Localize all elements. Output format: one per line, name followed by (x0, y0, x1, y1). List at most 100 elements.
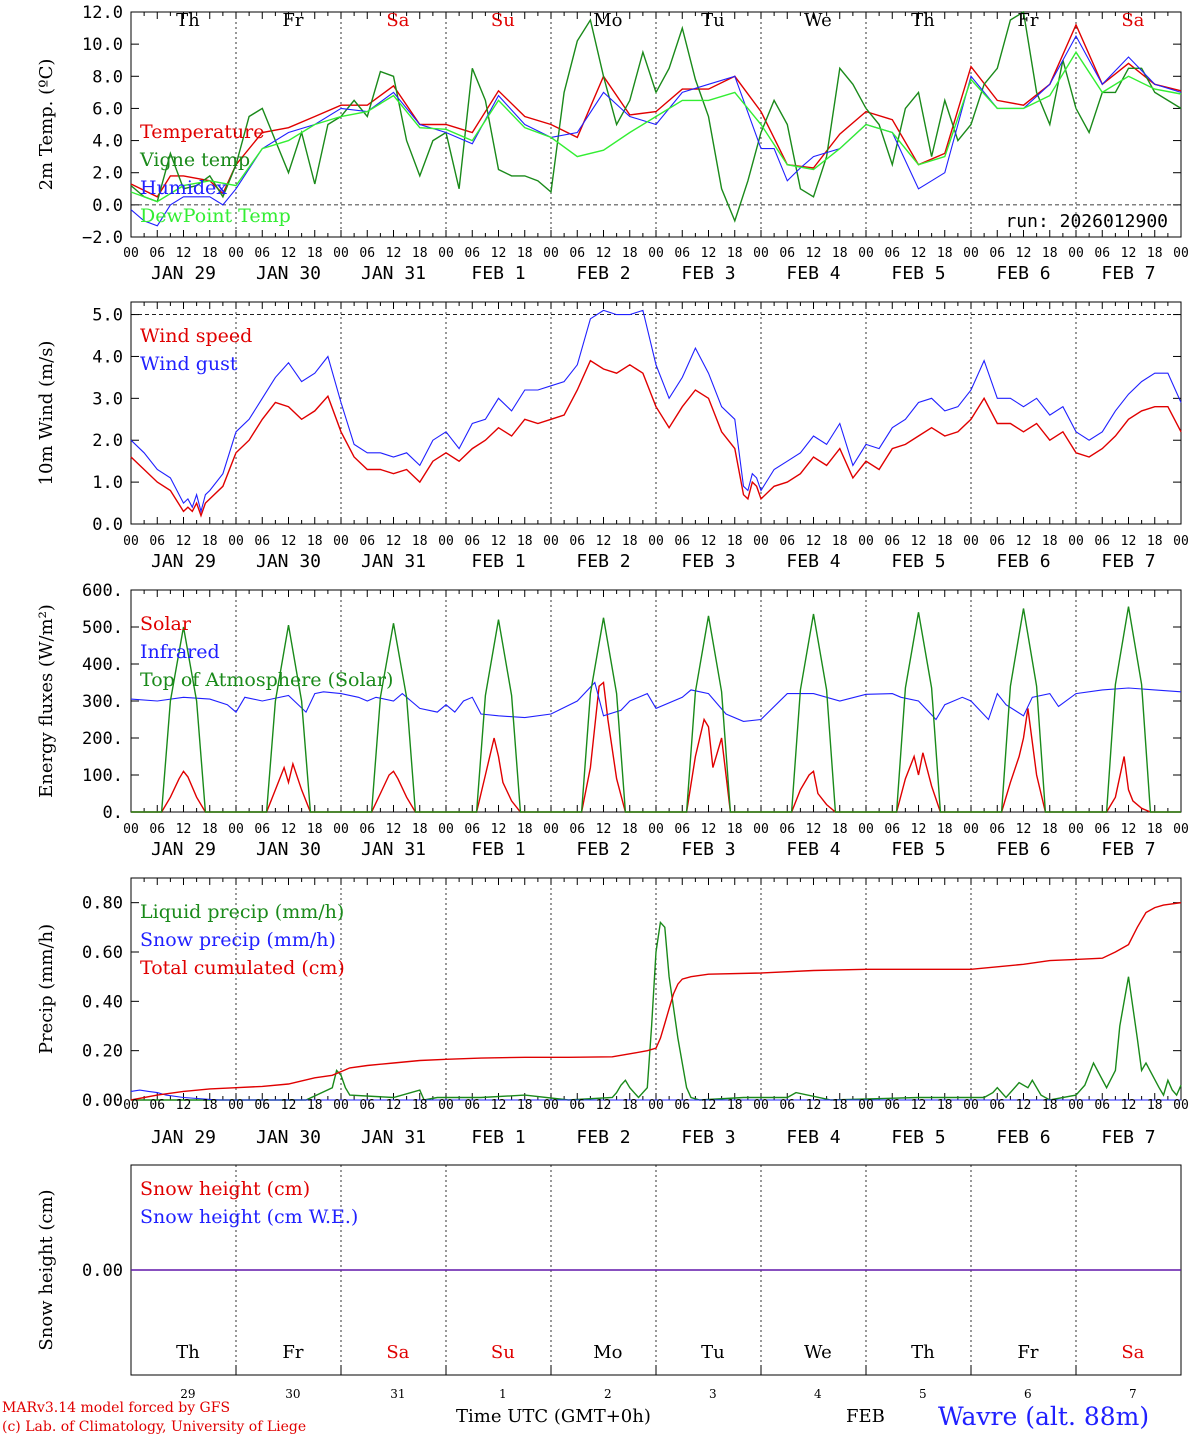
hour-tick-label: 00 (753, 822, 769, 837)
hour-tick-label: 00 (858, 1098, 874, 1113)
hour-tick-label: 12 (1121, 822, 1137, 837)
date-label: JAN 31 (361, 1127, 426, 1148)
hour-tick-label: 18 (622, 534, 638, 549)
series-line (130, 23, 1182, 198)
hour-tick-label: 06 (779, 1098, 795, 1113)
date-label: JAN 29 (151, 1127, 216, 1148)
hour-tick-label: 18 (832, 246, 848, 261)
y-tick-label: 4.0 (92, 347, 123, 367)
hour-tick-label: 06 (1094, 246, 1110, 261)
hour-tick-label: 00 (753, 1098, 769, 1113)
date-label: JAN 29 (151, 263, 216, 284)
hour-tick-label: 00 (333, 1098, 349, 1113)
hour-tick-label: 12 (1016, 1098, 1032, 1113)
legend-entry: Wind gust (140, 353, 238, 375)
series-line (130, 309, 1182, 514)
date-label: FEB 2 (576, 263, 630, 284)
hour-tick-label: 18 (307, 1098, 323, 1113)
hour-tick-label: 18 (1147, 822, 1163, 837)
hour-tick-label: 06 (359, 534, 375, 549)
legend-entry: DewPoint Temp (140, 205, 291, 227)
legend-entry: Top of Atmosphere (Solar) (140, 669, 393, 691)
weekday-label: Su (491, 1342, 515, 1363)
hour-tick-label: 12 (911, 822, 927, 837)
hour-tick-label: 06 (569, 822, 585, 837)
date-label: FEB 7 (1101, 263, 1155, 284)
hour-tick-label: 06 (779, 246, 795, 261)
y-tick-label: −2.0 (82, 228, 123, 248)
y-tick-label: 0.40 (82, 992, 123, 1012)
hour-tick-label: 00 (963, 822, 979, 837)
hour-tick-label: 18 (727, 1098, 743, 1113)
hour-tick-label: 06 (569, 1098, 585, 1113)
hour-tick-label: 18 (517, 534, 533, 549)
weekday-label: We (804, 10, 832, 31)
hour-tick-label: 06 (1094, 1098, 1110, 1113)
hour-tick-label: 18 (412, 822, 428, 837)
weekday-label: Fr (282, 10, 303, 31)
date-label: FEB 2 (576, 1127, 630, 1148)
weekday-label: Tu (701, 1342, 725, 1363)
day-number: 4 (814, 1387, 822, 1400)
weekday-label: Sa (1121, 1342, 1144, 1363)
date-label: JAN 29 (151, 839, 216, 860)
date-label: FEB 3 (681, 839, 735, 860)
weekday-label: Th (911, 10, 935, 31)
hour-tick-label: 00 (228, 246, 244, 261)
y-tick-label: 0.0 (92, 515, 123, 535)
hour-tick-label: 18 (937, 822, 953, 837)
hour-tick-label: 18 (517, 1098, 533, 1113)
hour-tick-label: 18 (832, 1098, 848, 1113)
date-label: JAN 30 (256, 263, 321, 284)
hour-tick-label: 06 (464, 534, 480, 549)
date-label: FEB 1 (471, 839, 525, 860)
date-label: FEB 3 (681, 1127, 735, 1148)
hour-tick-label: 12 (1016, 246, 1032, 261)
date-label: FEB 2 (576, 551, 630, 572)
hour-tick-label: 00 (648, 246, 664, 261)
y-tick-label: 0.60 (82, 943, 123, 963)
hour-tick-label: 00 (333, 534, 349, 549)
x-axis-title: Time UTC (GMT+0h) (456, 1406, 651, 1427)
hour-tick-label: 06 (149, 534, 165, 549)
hour-tick-label: 18 (937, 534, 953, 549)
hour-tick-label: 18 (1042, 246, 1058, 261)
legend-entry: Temperature (140, 121, 264, 143)
day-number: 2 (604, 1387, 612, 1400)
y-tick-label: 10.0 (82, 35, 123, 55)
hour-tick-label: 18 (832, 822, 848, 837)
hour-tick-label: 12 (491, 1098, 507, 1113)
hour-tick-label: 00 (858, 246, 874, 261)
date-label: FEB 5 (891, 839, 945, 860)
legend-entry: Snow precip (mm/h) (140, 929, 336, 951)
y-tick-label: 0. (103, 803, 123, 823)
hour-tick-label: 18 (1042, 822, 1058, 837)
series-line (130, 902, 1182, 1101)
weekday-label: Th (911, 1342, 935, 1363)
hour-tick-label: 12 (1121, 534, 1137, 549)
hour-tick-label: 12 (596, 246, 612, 261)
hour-tick-label: 12 (806, 1098, 822, 1113)
hour-tick-label: 12 (806, 534, 822, 549)
hour-tick-label: 06 (674, 246, 690, 261)
hour-tick-label: 12 (596, 1098, 612, 1113)
y-tick-label: 400. (82, 655, 123, 675)
hour-tick-label: 00 (1173, 822, 1189, 837)
hour-tick-label: 06 (464, 246, 480, 261)
weekday-label: We (804, 1342, 832, 1363)
y-tick-label: 0.00 (82, 1091, 123, 1111)
hour-tick-label: 12 (701, 822, 717, 837)
hour-tick-label: 12 (1121, 1098, 1137, 1113)
hour-tick-label: 12 (281, 534, 297, 549)
hour-tick-label: 12 (386, 534, 402, 549)
hour-tick-label: 00 (1068, 822, 1084, 837)
weekday-label: Fr (1017, 10, 1038, 31)
hour-tick-label: 18 (202, 822, 218, 837)
hour-tick-label: 12 (701, 534, 717, 549)
date-label: JAN 31 (361, 551, 426, 572)
y-tick-label: 4.0 (92, 132, 123, 152)
y-axis-title: 10m Wind (m/s) (36, 341, 57, 486)
legend-entry: Snow height (cm W.E.) (140, 1206, 358, 1228)
legend-entry: Infrared (140, 641, 220, 663)
hour-tick-label: 12 (911, 534, 927, 549)
